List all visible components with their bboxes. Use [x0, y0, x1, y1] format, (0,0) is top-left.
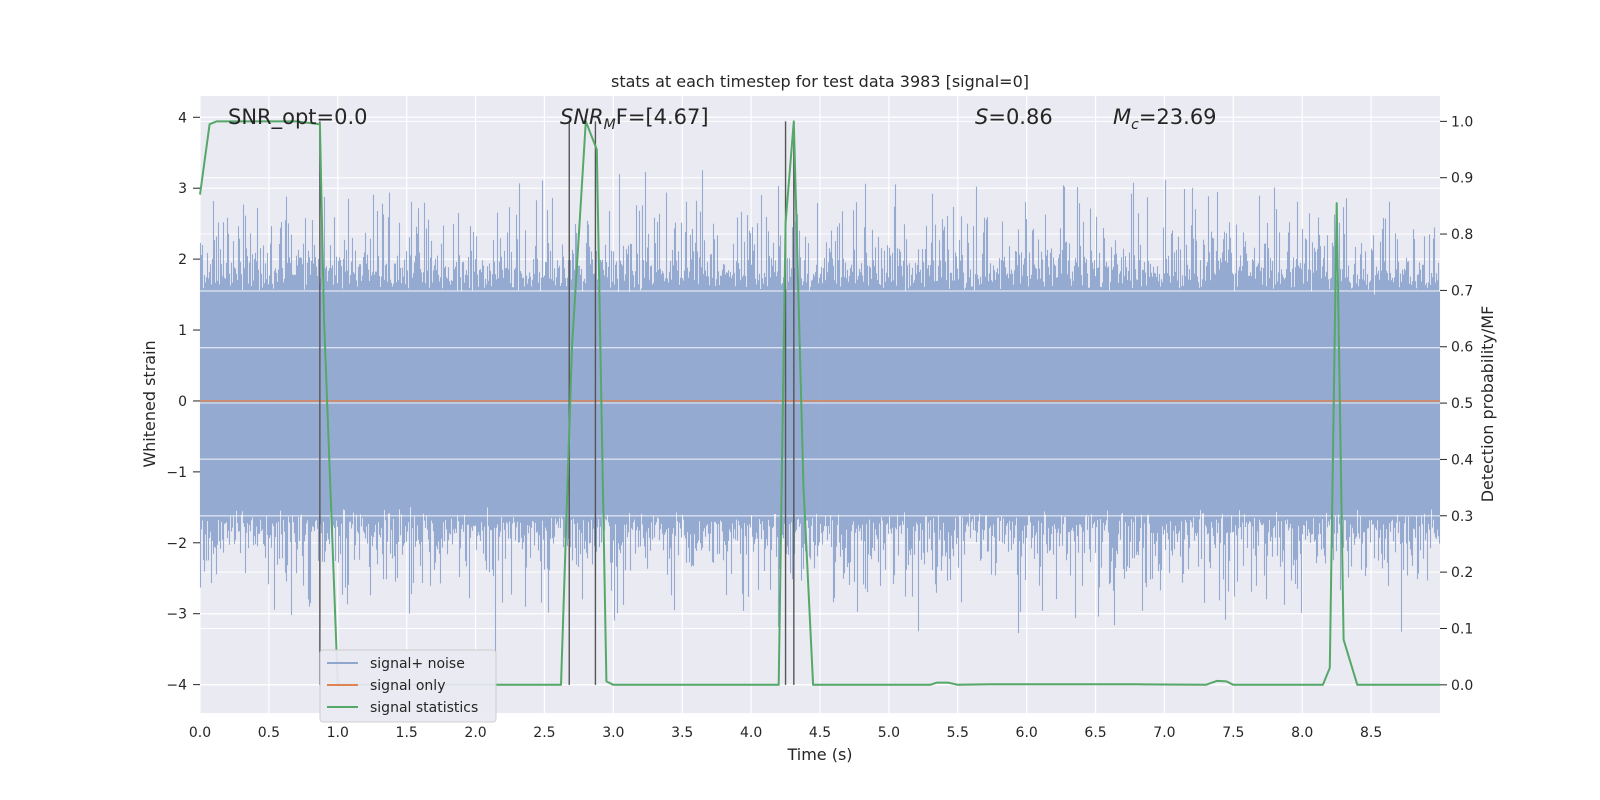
- annotation-mc: Mc=23.69: [1113, 105, 1217, 133]
- legend-box: [319, 649, 497, 723]
- x-tick-label-16: 8.0: [1291, 725, 1313, 741]
- x-tick-label-9: 4.5: [809, 725, 831, 741]
- chart-title: stats at each timestep for test data 398…: [611, 72, 1029, 91]
- y-tick-label-4: 0: [178, 394, 187, 410]
- signal-plus-noise-series: [199, 170, 1441, 653]
- annotation-snr-opt: SNR_opt=0.0: [228, 105, 368, 130]
- x-tick-label-14: 7.0: [1153, 725, 1175, 741]
- yr-tick-label-8: 0.8: [1451, 227, 1473, 243]
- y-tick-label-8: 4: [178, 110, 187, 126]
- x-tick-label-4: 2.0: [464, 725, 486, 741]
- yr-tick-label-5: 0.5: [1451, 396, 1473, 412]
- snr-mf-suffix: F=[4.67]: [616, 105, 709, 129]
- statistics-line: [199, 120, 1440, 686]
- x-axis-ticks: 0.0 0.5 1.0 1.5 2.0 2.5 3.0 3.5 4.0 4.5 5.0 5.5 6.0 6…: [189, 725, 1382, 741]
- y-tick-label-6: 2: [178, 252, 187, 268]
- signal-only-series: [200, 400, 1440, 404]
- y-tick-label-3: −1: [166, 465, 187, 481]
- s-value: =0.86: [988, 105, 1052, 129]
- mc-sub: c: [1131, 117, 1139, 133]
- x-tick-label-7: 3.5: [671, 725, 693, 741]
- x-tick-label-1: 0.5: [258, 725, 280, 741]
- mc-value: =23.69: [1139, 105, 1217, 129]
- legend-label-signal-only: signal only: [370, 678, 445, 694]
- x-tick-label-12: 6.0: [1016, 725, 1038, 741]
- y-tick-label-5: 1: [178, 323, 187, 339]
- x-tick-label-5: 2.5: [533, 725, 555, 741]
- y-tick-label-7: 3: [178, 181, 187, 197]
- x-tick-label-15: 7.5: [1222, 725, 1244, 741]
- y-axis-label: Whitened strain: [140, 340, 159, 467]
- x-tick-label-17: 8.5: [1360, 725, 1382, 741]
- yr-tick-label-3: 0.3: [1451, 509, 1473, 525]
- x-tick-label-3: 1.5: [396, 725, 418, 741]
- yr-tick-label-9: 0.9: [1451, 171, 1473, 187]
- x-tick-label-0: 0.0: [189, 725, 211, 741]
- s-var: S: [975, 105, 988, 129]
- x-tick-label-13: 6.5: [1084, 725, 1106, 741]
- legend: signal+ noise signal only signal statist…: [319, 649, 497, 723]
- yr-tick-label-4: 0.4: [1451, 452, 1473, 468]
- y-tick-label-0: −4: [166, 678, 187, 694]
- x-tick-label-11: 5.5: [947, 725, 969, 741]
- yr-tick-label-10: 1.0: [1451, 114, 1473, 130]
- snr-mf-sub: M: [604, 117, 616, 133]
- x-tick-label-2: 1.0: [327, 725, 349, 741]
- yr-tick-label-2: 0.2: [1451, 565, 1473, 581]
- y-tick-label-2: −2: [166, 536, 187, 552]
- y-right-axis-ticks: 0.0 0.1 0.2 0.3 0.4 0.5 0.6 0.7 0.8 0.9 1.0: [1440, 114, 1473, 694]
- x-tick-label-10: 5.0: [878, 725, 900, 741]
- yr-tick-label-1: 0.1: [1451, 621, 1473, 637]
- y-right-axis-label: Detection probability/MF: [1478, 306, 1497, 503]
- annotation-s: S=0.86: [975, 105, 1053, 129]
- yr-tick-label-0: 0.0: [1451, 678, 1473, 694]
- legend-label-statistics: signal statistics: [370, 700, 478, 716]
- yr-tick-label-7: 0.7: [1451, 283, 1473, 299]
- y-axis-ticks: −4 −3 −2 −1 0 1 2 3 4: [166, 110, 200, 694]
- y-tick-label-1: −3: [166, 607, 187, 623]
- x-tick-label-6: 3.0: [602, 725, 624, 741]
- vertical-markers: [319, 121, 795, 685]
- signal-statistics-series: [199, 120, 1440, 686]
- mc-var: M: [1113, 105, 1131, 129]
- annotation-snr-mf: SNRMF=[4.67]: [560, 105, 709, 133]
- snr-mf-prefix: SNR: [560, 105, 604, 129]
- x-tick-label-8: 4.0: [740, 725, 762, 741]
- yr-tick-label-6: 0.6: [1451, 340, 1473, 356]
- x-axis-label: Time (s): [786, 745, 852, 764]
- legend-label-noise: signal+ noise: [370, 656, 465, 672]
